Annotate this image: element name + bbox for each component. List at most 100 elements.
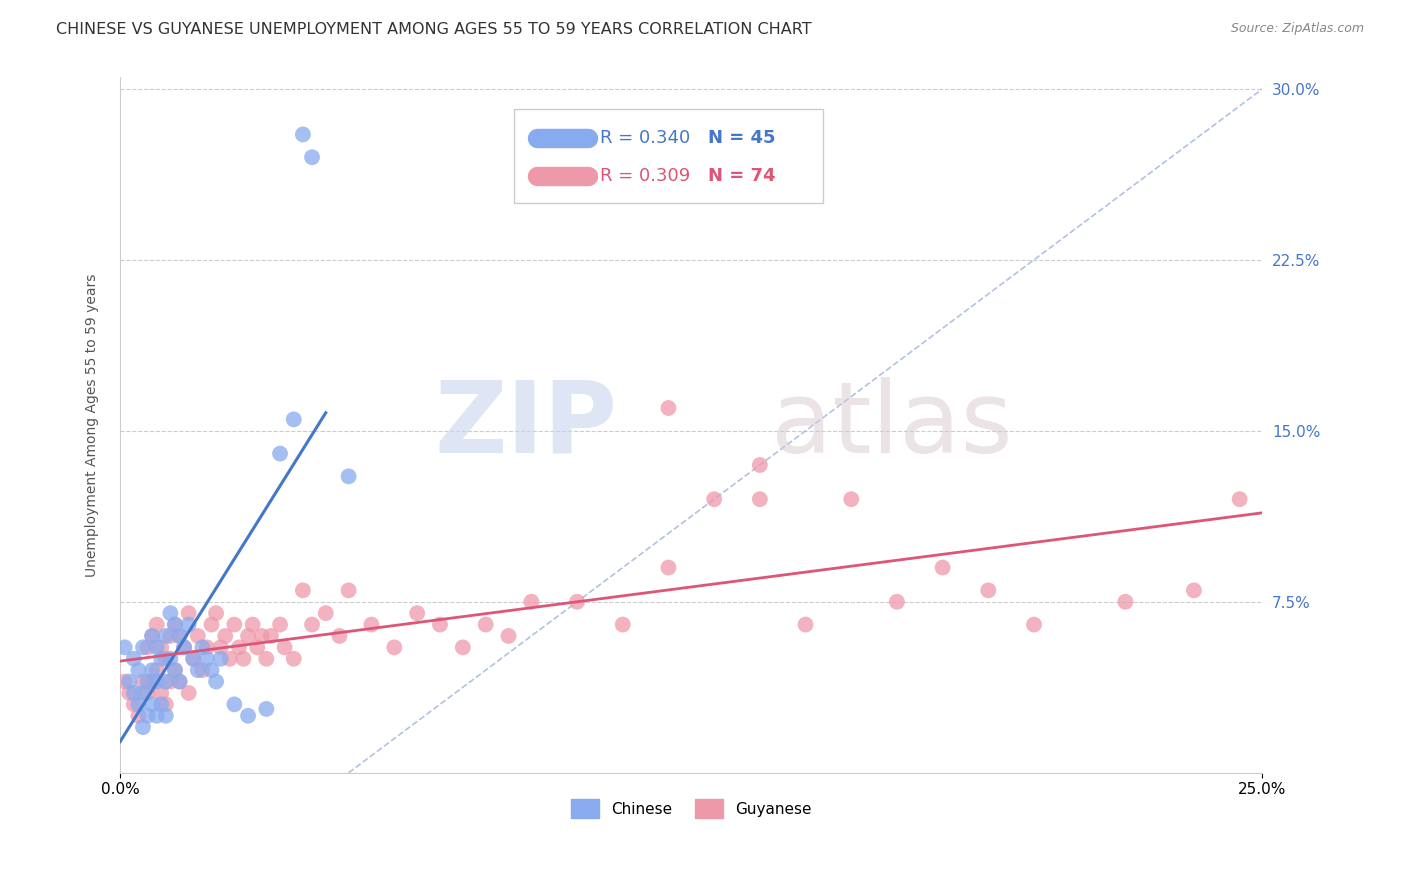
Point xyxy=(127,698,149,712)
Point xyxy=(205,674,228,689)
Point xyxy=(169,629,191,643)
Point xyxy=(205,606,228,620)
Point xyxy=(794,617,817,632)
Point xyxy=(301,617,323,632)
Point xyxy=(141,629,163,643)
Point xyxy=(283,412,305,426)
Point xyxy=(886,595,908,609)
Text: atlas: atlas xyxy=(772,376,1012,474)
Point xyxy=(173,640,195,655)
Point xyxy=(242,617,264,632)
Point xyxy=(451,640,474,655)
Point xyxy=(155,674,177,689)
Point xyxy=(498,629,520,643)
Point xyxy=(337,583,360,598)
Point xyxy=(301,150,323,164)
Point xyxy=(250,629,273,643)
Point xyxy=(315,606,337,620)
Point xyxy=(169,674,191,689)
Point xyxy=(283,652,305,666)
Point xyxy=(141,674,163,689)
Legend: Chinese, Guyanese: Chinese, Guyanese xyxy=(565,793,817,824)
Text: R = 0.340: R = 0.340 xyxy=(600,129,690,147)
Point xyxy=(145,640,167,655)
Point xyxy=(150,686,173,700)
Point xyxy=(159,674,181,689)
Point xyxy=(214,629,236,643)
Point xyxy=(191,663,214,677)
Point xyxy=(224,617,246,632)
Point xyxy=(291,128,314,142)
Point xyxy=(657,401,679,415)
Point xyxy=(173,640,195,655)
Point xyxy=(177,617,200,632)
Point xyxy=(163,663,186,677)
Point xyxy=(209,640,232,655)
Point xyxy=(145,674,167,689)
Point xyxy=(200,663,222,677)
Point xyxy=(228,640,250,655)
Point xyxy=(169,674,191,689)
Point xyxy=(657,560,679,574)
Point xyxy=(136,686,159,700)
Point xyxy=(748,458,770,472)
Point xyxy=(195,640,218,655)
Point xyxy=(382,640,405,655)
Point xyxy=(565,595,588,609)
Point xyxy=(254,702,277,716)
Text: ZIP: ZIP xyxy=(434,376,617,474)
Point xyxy=(155,708,177,723)
Point xyxy=(122,652,145,666)
Point xyxy=(703,492,725,507)
Point xyxy=(155,698,177,712)
Point xyxy=(1229,492,1251,507)
Point xyxy=(169,629,191,643)
Point xyxy=(127,663,149,677)
Text: N = 45: N = 45 xyxy=(709,129,776,147)
Point xyxy=(360,617,382,632)
Point xyxy=(122,686,145,700)
Point xyxy=(122,698,145,712)
Point xyxy=(187,663,209,677)
Point xyxy=(163,617,186,632)
Point xyxy=(136,708,159,723)
Point xyxy=(114,674,136,689)
Point xyxy=(236,629,259,643)
Point xyxy=(181,652,204,666)
Point xyxy=(159,629,181,643)
Point xyxy=(200,617,222,632)
Point xyxy=(136,640,159,655)
Point xyxy=(141,629,163,643)
Point xyxy=(150,698,173,712)
Point xyxy=(159,606,181,620)
Point xyxy=(209,652,232,666)
Point xyxy=(520,595,543,609)
Point xyxy=(118,686,141,700)
Point xyxy=(612,617,634,632)
Point xyxy=(150,640,173,655)
Point xyxy=(141,698,163,712)
Point xyxy=(145,617,167,632)
Point xyxy=(127,708,149,723)
Point xyxy=(187,629,209,643)
Point xyxy=(406,606,429,620)
Point xyxy=(155,652,177,666)
Point xyxy=(155,629,177,643)
Point xyxy=(931,560,953,574)
Point xyxy=(474,617,496,632)
Point xyxy=(839,492,862,507)
Text: N = 74: N = 74 xyxy=(709,167,776,185)
Point xyxy=(177,606,200,620)
Point xyxy=(181,652,204,666)
Point xyxy=(150,652,173,666)
Point xyxy=(177,686,200,700)
Point xyxy=(159,652,181,666)
Point xyxy=(328,629,350,643)
Point xyxy=(136,674,159,689)
Point xyxy=(246,640,269,655)
Point xyxy=(337,469,360,483)
Point xyxy=(132,674,155,689)
Text: R = 0.309: R = 0.309 xyxy=(600,167,690,185)
Point xyxy=(269,447,291,461)
Point xyxy=(273,640,295,655)
